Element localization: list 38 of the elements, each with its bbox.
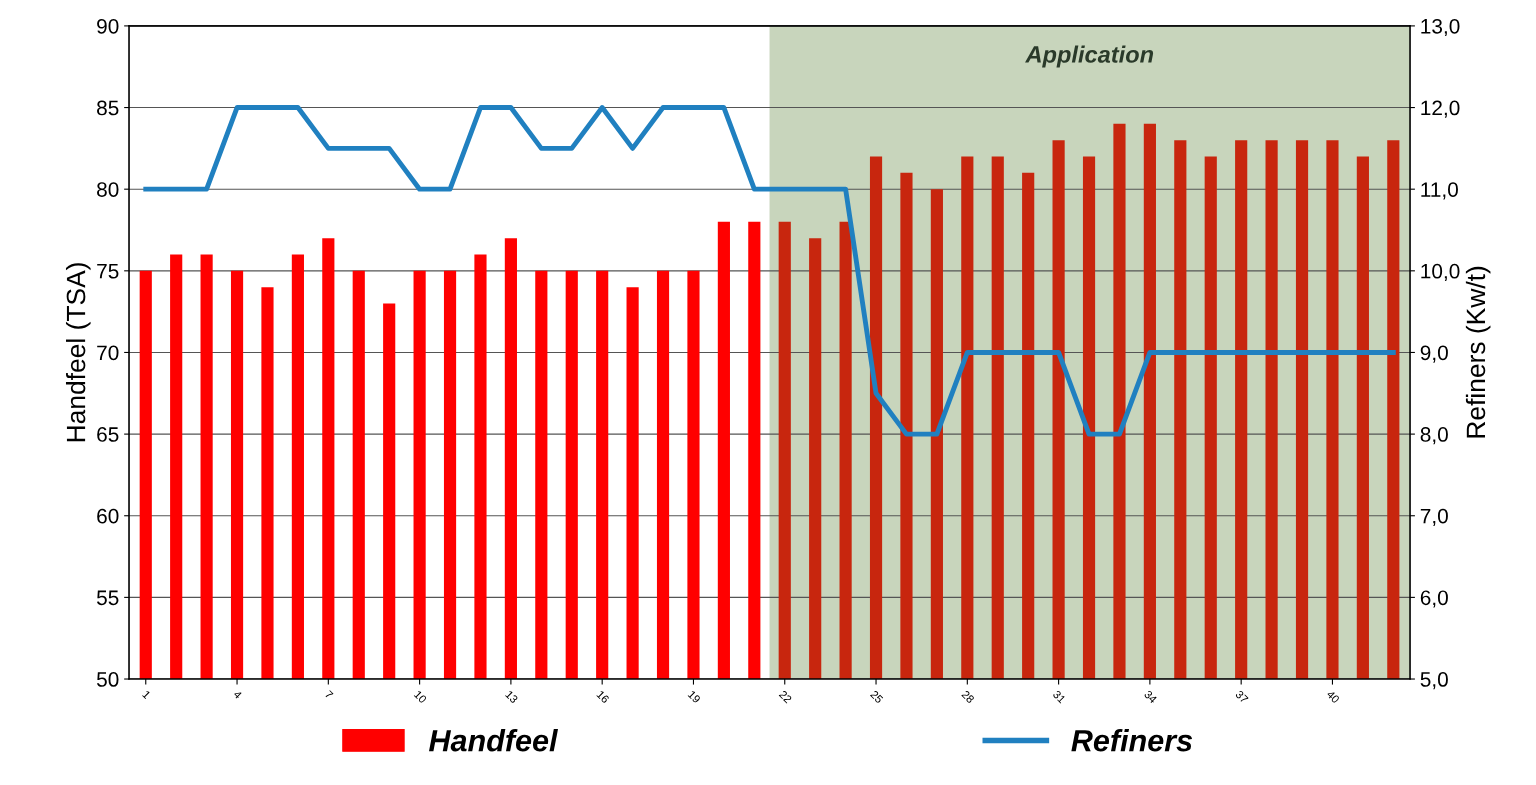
x-tick-label: 19 bbox=[687, 690, 701, 704]
y2-tick-label: 8,0 bbox=[1420, 427, 1448, 445]
x-tick-label: 31 bbox=[1052, 689, 1067, 704]
y2-tick-label: 6,0 bbox=[1420, 590, 1448, 608]
x-tick-label: 7 bbox=[324, 690, 334, 700]
y-tick-label: 50 bbox=[96, 672, 119, 687]
y2-axis-title: Refiners (Kw/t) bbox=[1465, 266, 1491, 438]
y2-tick-label: 13,0 bbox=[1421, 18, 1460, 37]
x-tick-label: 13 bbox=[505, 690, 519, 704]
y2-tick-label: 5,0 bbox=[1420, 672, 1448, 690]
legend-label: Handfeel bbox=[429, 729, 559, 752]
legend-label: Refiners bbox=[1071, 729, 1193, 752]
y2-tick-label: 9,0 bbox=[1420, 345, 1448, 363]
y-tick-label: 90 bbox=[97, 18, 119, 34]
x-tick-label: 4 bbox=[233, 689, 243, 700]
annotation: Application bbox=[1025, 45, 1154, 68]
y-tick-label: 60 bbox=[97, 508, 119, 524]
x-tick-label: 40 bbox=[1326, 689, 1340, 704]
x-tick-label: 22 bbox=[778, 690, 793, 704]
x-tick-label: 28 bbox=[961, 690, 975, 704]
x-tick-label: 1 bbox=[142, 690, 151, 700]
y-tick-label: 70 bbox=[97, 345, 119, 361]
y2-tick-label: 7,0 bbox=[1420, 508, 1448, 526]
y-tick-label: 75 bbox=[97, 264, 119, 279]
y-tick-label: 65 bbox=[97, 427, 119, 442]
y-tick-label: 85 bbox=[97, 100, 119, 116]
line-series bbox=[143, 105, 1396, 437]
y2-tick-label: 11,0 bbox=[1421, 182, 1458, 200]
y-tick-label: 55 bbox=[96, 590, 119, 606]
x-tick-label: 10 bbox=[413, 690, 428, 704]
y-axis-title: Handfeel (TSA) bbox=[65, 263, 91, 442]
y2-tick-label: 10,0 bbox=[1421, 263, 1460, 282]
y2-tick-label: 12,0 bbox=[1421, 100, 1460, 118]
x-tick-label: 16 bbox=[596, 690, 610, 704]
x-tick-label: 34 bbox=[1143, 689, 1158, 704]
x-tick-label: 37 bbox=[1234, 689, 1249, 704]
y-tick-label: 80 bbox=[97, 182, 119, 197]
x-tick-label: 25 bbox=[869, 690, 884, 704]
